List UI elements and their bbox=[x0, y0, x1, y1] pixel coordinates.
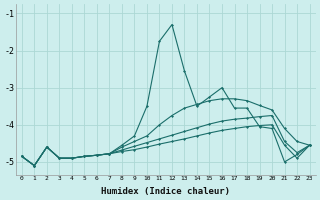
X-axis label: Humidex (Indice chaleur): Humidex (Indice chaleur) bbox=[101, 187, 230, 196]
